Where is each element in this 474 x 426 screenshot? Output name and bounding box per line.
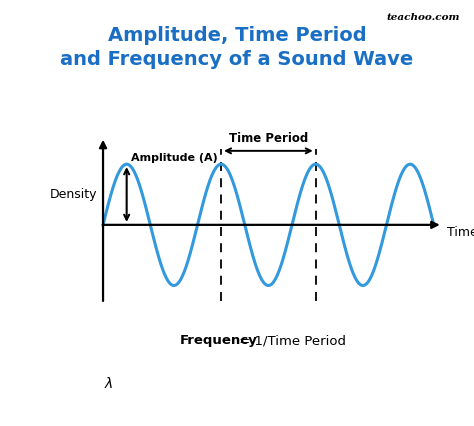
Text: Amplitude (A): Amplitude (A)	[131, 153, 218, 163]
Text: λ: λ	[104, 377, 112, 391]
Text: Density: Density	[50, 188, 97, 201]
Text: Frequency: Frequency	[180, 334, 258, 348]
Text: Amplitude, Time Period
and Frequency of a Sound Wave: Amplitude, Time Period and Frequency of …	[60, 26, 414, 69]
Text: Time Period: Time Period	[229, 132, 308, 145]
Text: teachoo.com: teachoo.com	[386, 13, 460, 22]
Text: = 1/Time Period: = 1/Time Period	[235, 334, 346, 348]
Text: Time: Time	[447, 226, 474, 239]
